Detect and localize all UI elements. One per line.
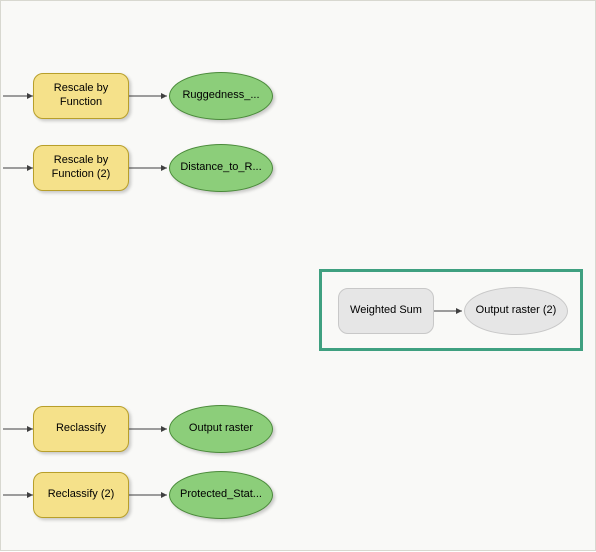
output-protected-stat[interactable]: Protected_Stat... bbox=[169, 471, 273, 519]
tool-label: Reclassify (2) bbox=[48, 488, 115, 502]
tool-reclassify[interactable]: Reclassify bbox=[33, 406, 129, 452]
tool-reclassify-2[interactable]: Reclassify (2) bbox=[33, 472, 129, 518]
output-raster-2[interactable]: Output raster (2) bbox=[464, 287, 568, 335]
tool-rescale-by-function[interactable]: Rescale by Function bbox=[33, 73, 129, 119]
tool-label: Weighted Sum bbox=[350, 304, 422, 318]
model-canvas[interactable]: Rescale by Function Rescale by Function … bbox=[0, 0, 596, 551]
output-label: Output raster (2) bbox=[476, 304, 557, 318]
tool-rescale-by-function-2[interactable]: Rescale by Function (2) bbox=[33, 145, 129, 191]
tool-weighted-sum[interactable]: Weighted Sum bbox=[338, 288, 434, 334]
output-raster[interactable]: Output raster bbox=[169, 405, 273, 453]
output-label: Output raster bbox=[189, 422, 253, 436]
tool-label: Reclassify bbox=[56, 422, 106, 436]
tool-label: Rescale by Function (2) bbox=[40, 154, 122, 182]
output-ruggedness[interactable]: Ruggedness_... bbox=[169, 72, 273, 120]
tool-label: Rescale by Function bbox=[40, 82, 122, 110]
output-label: Ruggedness_... bbox=[182, 89, 259, 103]
output-distance-to-r[interactable]: Distance_to_R... bbox=[169, 144, 273, 192]
output-label: Distance_to_R... bbox=[180, 161, 261, 175]
output-label: Protected_Stat... bbox=[180, 488, 262, 502]
